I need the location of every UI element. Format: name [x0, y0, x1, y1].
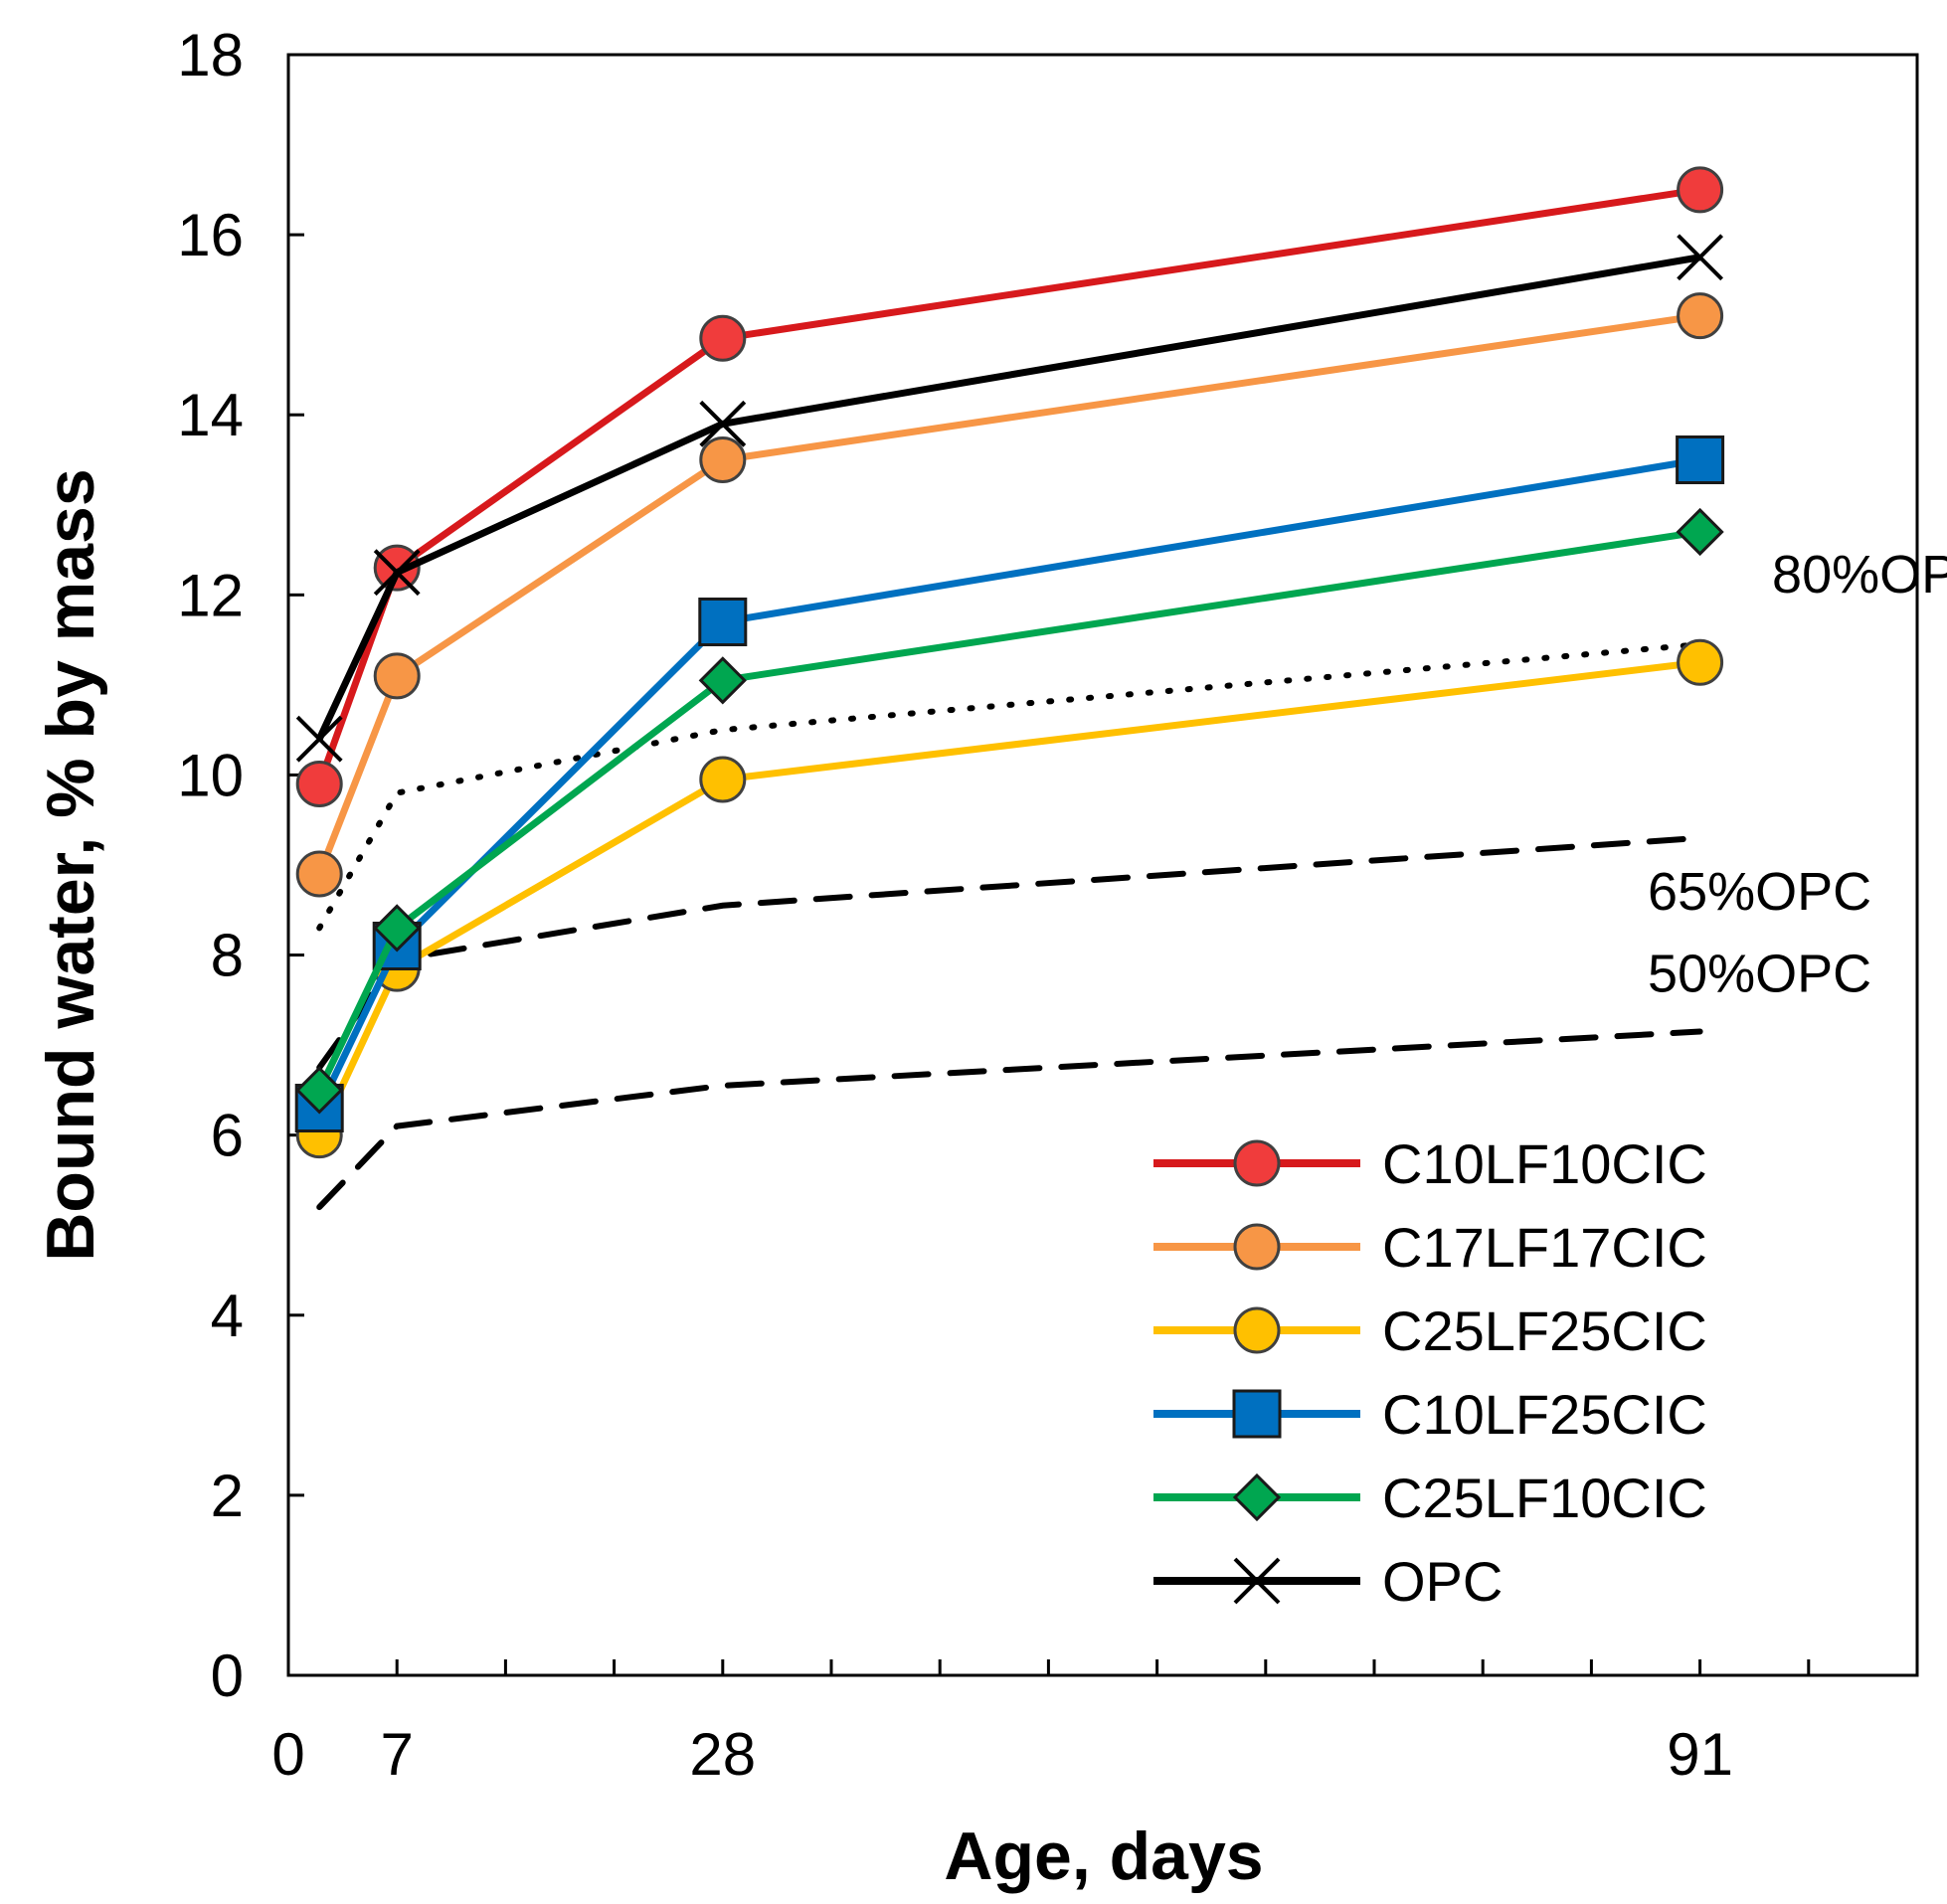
data-point — [1677, 234, 1724, 281]
data-point — [699, 400, 747, 447]
series-c25lf25cic — [295, 638, 1724, 1159]
data-point — [295, 850, 343, 898]
y-tick-label: 16 — [177, 202, 244, 268]
legend: C10LF10CIC C17LF17CIC C25LF25CIC C10LF25CIC… — [1153, 1132, 1707, 1613]
data-point — [1676, 435, 1725, 484]
reference-line-label: 80%OPC — [1772, 545, 1947, 605]
data-point — [295, 761, 343, 807]
x-tick-labels: 0 7 28 91 — [271, 1721, 1733, 1788]
legend-label: C10LF10CIC — [1382, 1132, 1707, 1195]
series-line — [315, 186, 1701, 785]
series-line — [316, 528, 1701, 1092]
series-opc — [295, 234, 1724, 763]
data-point — [699, 314, 747, 362]
plot-area — [286, 53, 1919, 1677]
series-layer — [294, 166, 1725, 1159]
legend-marker — [1233, 1223, 1281, 1271]
legend-marker — [1233, 1557, 1281, 1605]
legend-item: OPC — [1153, 1550, 1503, 1613]
data-point — [295, 1066, 344, 1115]
y-tick-label: 6 — [211, 1103, 244, 1169]
y-tick-labels: 0 2 4 6 8 10 12 14 16 18 — [177, 22, 244, 1709]
x-tick-label: 91 — [1667, 1721, 1733, 1788]
legend-item: C17LF17CIC — [1153, 1216, 1707, 1279]
series-line — [316, 254, 1701, 741]
series-line — [316, 456, 1701, 1111]
data-point — [373, 549, 421, 597]
series-c25lf10cic — [295, 507, 1724, 1115]
legend-item: C25LF25CIC — [1153, 1299, 1707, 1362]
legend-marker — [1232, 1389, 1282, 1439]
legend-item: C25LF10CIC — [1153, 1467, 1707, 1529]
y-tick-label: 0 — [211, 1643, 244, 1709]
series-c10lf10cic — [295, 166, 1724, 807]
legend-item: C10LF10CIC — [1153, 1132, 1707, 1195]
data-point — [373, 544, 421, 592]
y-axis-title: Bound water, % by mass — [33, 468, 108, 1261]
data-point — [373, 904, 422, 952]
data-point — [699, 436, 747, 483]
legend-label: OPC — [1382, 1550, 1503, 1613]
legend-label: C17LF17CIC — [1382, 1216, 1707, 1279]
data-point — [1677, 166, 1724, 214]
reference-line — [316, 1028, 1703, 1211]
data-point — [1676, 507, 1724, 557]
legend-item: C10LF25CIC — [1153, 1383, 1707, 1446]
legend-label: C25LF25CIC — [1382, 1299, 1707, 1362]
legend-label: C10LF25CIC — [1382, 1383, 1707, 1446]
y-tick-label: 4 — [211, 1283, 244, 1349]
reference-line-label: 65%OPC — [1648, 862, 1871, 922]
data-point — [373, 652, 421, 700]
y-tick-label: 12 — [177, 562, 244, 628]
x-tick-label: 28 — [689, 1721, 756, 1788]
y-tick-label: 10 — [177, 742, 244, 808]
legend-marker — [1233, 1306, 1281, 1354]
data-point — [698, 598, 748, 646]
series-c17lf17cic — [295, 292, 1724, 898]
series-line — [316, 658, 1701, 1137]
data-point — [698, 656, 747, 705]
reference-line — [316, 641, 1703, 932]
y-tick-label: 8 — [211, 923, 244, 989]
y-tick-label: 14 — [177, 382, 244, 448]
series-line — [315, 312, 1701, 876]
legend-label: C25LF10CIC — [1382, 1467, 1707, 1529]
reference-line — [316, 834, 1703, 1071]
series-c10lf25cic — [294, 435, 1725, 1132]
legend-marker — [1233, 1139, 1281, 1187]
legend-marker — [1232, 1472, 1282, 1522]
data-point — [1677, 292, 1724, 340]
x-axis-title: Age, days — [944, 1818, 1263, 1894]
data-point — [699, 756, 747, 803]
y-tick-label: 2 — [211, 1463, 244, 1529]
data-point — [295, 715, 343, 763]
x-tick-label: 0 — [271, 1721, 304, 1788]
reference-line-label: 50%OPC — [1648, 945, 1871, 1004]
x-tick-label: 7 — [381, 1721, 414, 1788]
data-point — [1677, 638, 1724, 686]
y-tick-label: 18 — [177, 22, 244, 88]
